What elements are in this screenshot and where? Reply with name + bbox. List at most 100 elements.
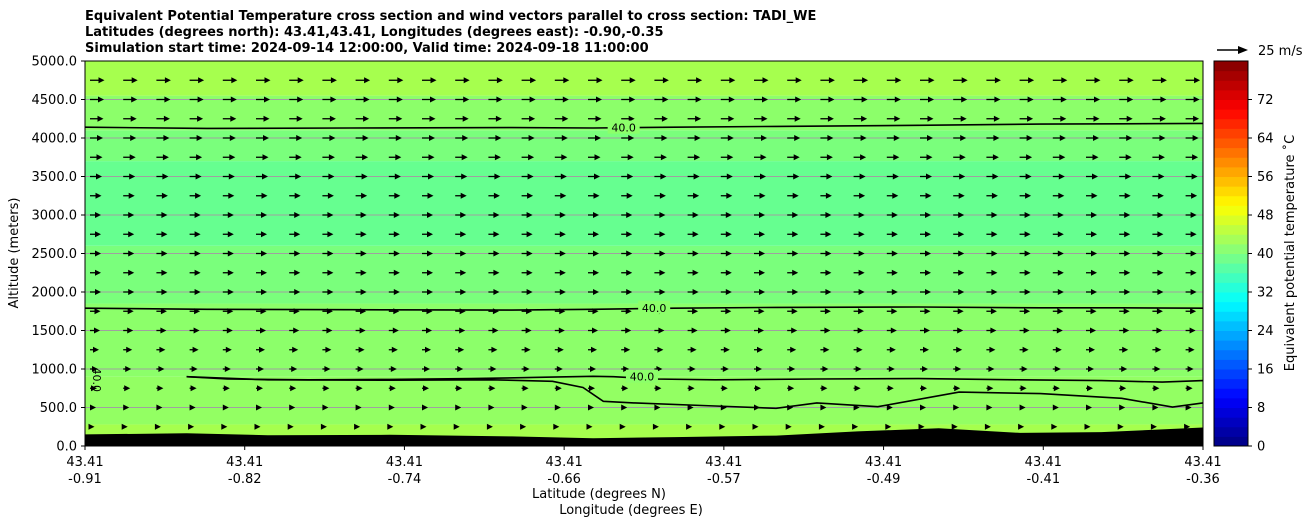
wind-vector-head-0 bbox=[88, 423, 95, 430]
wind-vector-head-67 bbox=[1185, 404, 1192, 411]
wind-vector-head-14 bbox=[553, 423, 560, 430]
wind-vector-head-600 bbox=[828, 96, 835, 103]
wind-vector-head-609 bbox=[1127, 96, 1134, 103]
wind-vector-head-540 bbox=[1093, 135, 1099, 141]
wind-vector-head-132 bbox=[1088, 366, 1094, 372]
colorbar-band-9 bbox=[1214, 349, 1248, 360]
wind-vector-head-133 bbox=[1121, 366, 1128, 372]
wind-vector-head-125 bbox=[855, 366, 862, 372]
colorbar-band-20 bbox=[1214, 243, 1248, 254]
wind-vector-head-577 bbox=[1193, 115, 1200, 122]
wind-vector-head-532 bbox=[827, 135, 834, 141]
colorbar-band-33 bbox=[1214, 118, 1248, 129]
wind-vector-head-417 bbox=[394, 192, 401, 199]
wind-vector-head-355 bbox=[593, 231, 599, 238]
wind-vector-head-278 bbox=[294, 269, 301, 276]
wind-vector-head-379 bbox=[261, 212, 267, 218]
wind-vector-head-514 bbox=[229, 135, 236, 141]
wind-vector-head-197 bbox=[990, 327, 997, 334]
wind-vector-head-230 bbox=[957, 308, 964, 315]
wind-vector-head-4 bbox=[221, 423, 228, 430]
wind-vector-head-216 bbox=[492, 308, 499, 315]
wind-vector-head-238 bbox=[95, 289, 101, 295]
wind-vector-head-33 bbox=[1184, 423, 1191, 430]
wind-vector-head-289 bbox=[659, 269, 666, 276]
wind-vector-head-126 bbox=[888, 366, 895, 372]
wind-vector-head-630 bbox=[696, 77, 703, 84]
wind-vector-head-437 bbox=[1058, 192, 1065, 199]
wind-vector-head-446 bbox=[228, 173, 235, 180]
wind-vector-head-298 bbox=[958, 269, 965, 276]
wind-vector-head-542 bbox=[1159, 135, 1166, 141]
wind-vector-head-43 bbox=[388, 404, 395, 411]
wind-vector-head-616 bbox=[231, 77, 238, 84]
wind-vector-head-401 bbox=[991, 212, 998, 218]
wind-vector-head-50 bbox=[621, 404, 628, 411]
wind-vector-head-70 bbox=[157, 385, 164, 392]
wind-vector-head-163 bbox=[989, 346, 996, 353]
wind-vector-head-392 bbox=[692, 212, 699, 218]
wind-vector-head-65 bbox=[1119, 404, 1126, 411]
wind-vector-head-354 bbox=[559, 231, 566, 238]
wind-vector-head-408 bbox=[95, 192, 102, 199]
wind-vector-head-194 bbox=[890, 327, 897, 334]
y-tick-label-3: 1500.0 bbox=[32, 324, 78, 339]
wind-vector-head-517 bbox=[329, 135, 336, 141]
wind-vector-head-575 bbox=[1126, 115, 1133, 122]
wind-vector-head-25 bbox=[918, 423, 925, 430]
theta-layer-6 bbox=[85, 95, 1203, 131]
wind-vector-head-220 bbox=[625, 308, 632, 315]
colorbar-band-19 bbox=[1214, 253, 1248, 264]
wind-vector-head-553 bbox=[396, 115, 403, 122]
colorbar-band-5 bbox=[1214, 388, 1248, 399]
wind-vector-head-83 bbox=[589, 385, 595, 392]
wind-vector-head-90 bbox=[821, 385, 828, 392]
wind-vector-head-350 bbox=[427, 231, 433, 238]
wind-vector-head-360 bbox=[759, 231, 765, 238]
wind-vector-head-46 bbox=[488, 404, 495, 411]
x-tick-label-lon-5: -0.49 bbox=[867, 472, 901, 487]
x-axis: 43.41 -0.91 43.41 -0.82 43.41 -0.74 43.41 -0.66… bbox=[66, 446, 1222, 487]
wind-vector-head-128 bbox=[955, 366, 962, 372]
wind-vector-head-427 bbox=[726, 192, 733, 199]
wind-vector-head-131 bbox=[1054, 366, 1061, 372]
contour-40-upper bbox=[85, 122, 1203, 130]
colorbar-band-10 bbox=[1214, 340, 1248, 351]
wind-vector-head-526 bbox=[628, 135, 635, 141]
wind-vector-head-551 bbox=[329, 115, 336, 122]
colorbar-band-31 bbox=[1214, 138, 1248, 149]
wind-vector-head-95 bbox=[987, 385, 994, 392]
wind-vector-head-612 bbox=[98, 77, 105, 84]
x-tick-label-lon-4: -0.57 bbox=[707, 472, 741, 487]
wind-vector-head-176 bbox=[293, 327, 300, 334]
colorbar-band-32 bbox=[1214, 128, 1248, 139]
wind-vector-head-280 bbox=[360, 269, 367, 276]
wind-vector-head-617 bbox=[264, 77, 271, 84]
wind-vector-head-107 bbox=[258, 366, 264, 372]
wind-vector-head-615 bbox=[198, 77, 205, 84]
wind-vector-head-76 bbox=[356, 385, 363, 392]
wind-vector-head-405 bbox=[1124, 212, 1131, 218]
wind-vector-head-275 bbox=[194, 269, 201, 276]
wind-vector-head-160 bbox=[889, 346, 896, 353]
wind-vector-head-117 bbox=[590, 366, 596, 372]
wind-vector-head-47 bbox=[521, 404, 528, 411]
wind-vector-head-310 bbox=[227, 250, 234, 257]
x-tick-label-lat-3: 43.41 bbox=[546, 455, 583, 470]
wind-vector-head-311 bbox=[261, 250, 267, 257]
x-tick-label-lon-3: -0.66 bbox=[547, 472, 581, 487]
wind-vector-head-277 bbox=[261, 269, 267, 276]
wind-vector-head-245 bbox=[327, 289, 334, 295]
wind-vector-head-5 bbox=[254, 423, 261, 430]
wind-vector-head-88 bbox=[755, 385, 761, 392]
wind-vector-head-382 bbox=[360, 212, 367, 218]
wind-vector-head-543 bbox=[1192, 135, 1199, 141]
wind-vector-head-130 bbox=[1021, 366, 1028, 372]
wind-vector-head-620 bbox=[364, 77, 371, 84]
wind-vector-head-567 bbox=[861, 115, 868, 122]
wind-vector-head-199 bbox=[1056, 327, 1063, 334]
wind-vector-head-472 bbox=[1092, 173, 1098, 180]
wind-vector-head-8 bbox=[354, 423, 361, 430]
wind-vector-head-287 bbox=[593, 269, 599, 276]
wind-vector-head-21 bbox=[785, 423, 792, 430]
